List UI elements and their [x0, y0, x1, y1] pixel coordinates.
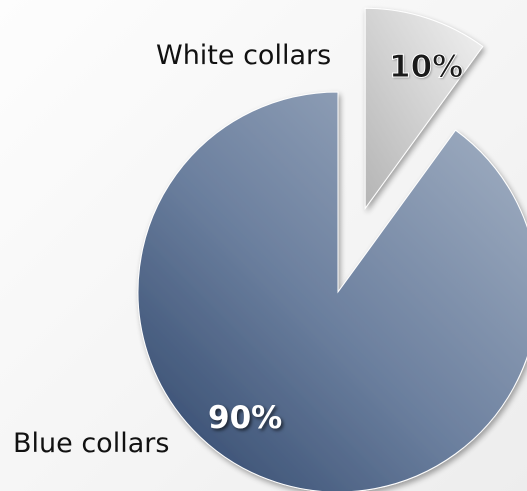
- data-label-white-collars: 10%: [388, 49, 464, 85]
- pie-slice-blue-collars: [137, 91, 527, 491]
- pie-slice-white-collars: [364, 7, 484, 210]
- data-label-blue-collars: 90%: [208, 400, 283, 436]
- slice-label-white-collars: White collars: [156, 40, 332, 71]
- slice-label-blue-collars: Blue collars: [13, 428, 170, 459]
